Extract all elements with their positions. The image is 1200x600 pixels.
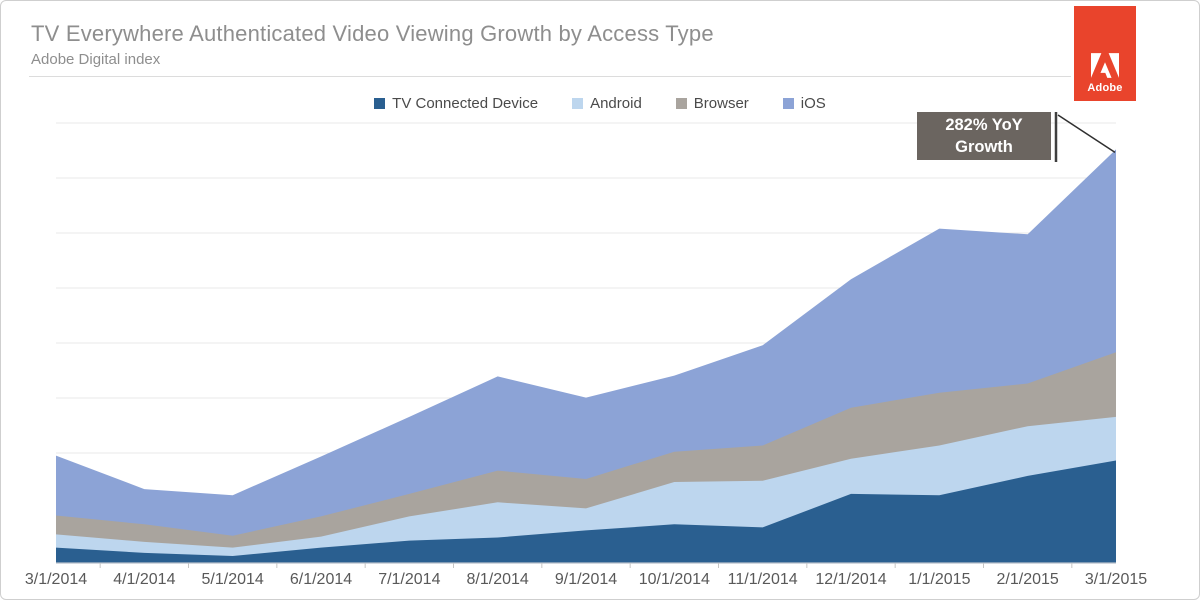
x-axis-label: 12/1/2014 [815,571,886,588]
x-axis-label: 5/1/2014 [202,571,264,588]
x-axis-label: 11/1/2014 [728,571,798,588]
x-axis-label: 1/1/2015 [908,571,970,588]
legend-swatch [782,98,794,109]
legend-swatch [675,98,687,109]
growth-callout-line2: Growth [955,138,1013,156]
callout-leader-line [1057,114,1116,154]
legend-swatch [374,98,386,109]
growth-callout: 282% YoY Growth [917,112,1051,160]
header-divider [29,76,1071,77]
legend-label: TV Connected Device [392,95,539,112]
legend-item-ios: iOS [782,95,826,112]
legend-item-android: Android [572,95,642,112]
x-axis-label: 9/1/2014 [555,571,617,588]
page-title: TV Everywhere Authenticated Video Viewin… [31,21,714,46]
x-axis-label: 7/1/2014 [378,571,440,588]
adobe-logo: Adobe [1074,6,1136,101]
x-axis-label: 3/1/2015 [1085,571,1147,588]
chart-legend: TV Connected Device Android Browser iOS [1,95,1199,112]
legend-label: Browser [693,95,749,112]
adobe-a-icon [1091,53,1119,78]
x-axis-label: 4/1/2014 [113,571,175,588]
x-axis-label: 3/1/2014 [25,571,87,588]
page-subtitle: Adobe Digital index [31,51,161,68]
adobe-logo-text: Adobe [1087,82,1123,94]
growth-callout-line1: 282% YoY [945,116,1023,134]
legend-item-tv-connected-device: TV Connected Device [374,95,538,112]
x-axis-label: 8/1/2014 [467,571,529,588]
x-axis-label: 2/1/2015 [997,571,1059,588]
legend-label: Android [590,95,642,112]
legend-swatch [572,98,584,109]
legend-label: iOS [800,95,826,112]
area-series-tv-connected-device [56,460,1116,563]
x-axis-label: 6/1/2014 [290,571,352,588]
legend-item-browser: Browser [675,95,749,112]
x-axis-label: 10/1/2014 [639,571,710,588]
